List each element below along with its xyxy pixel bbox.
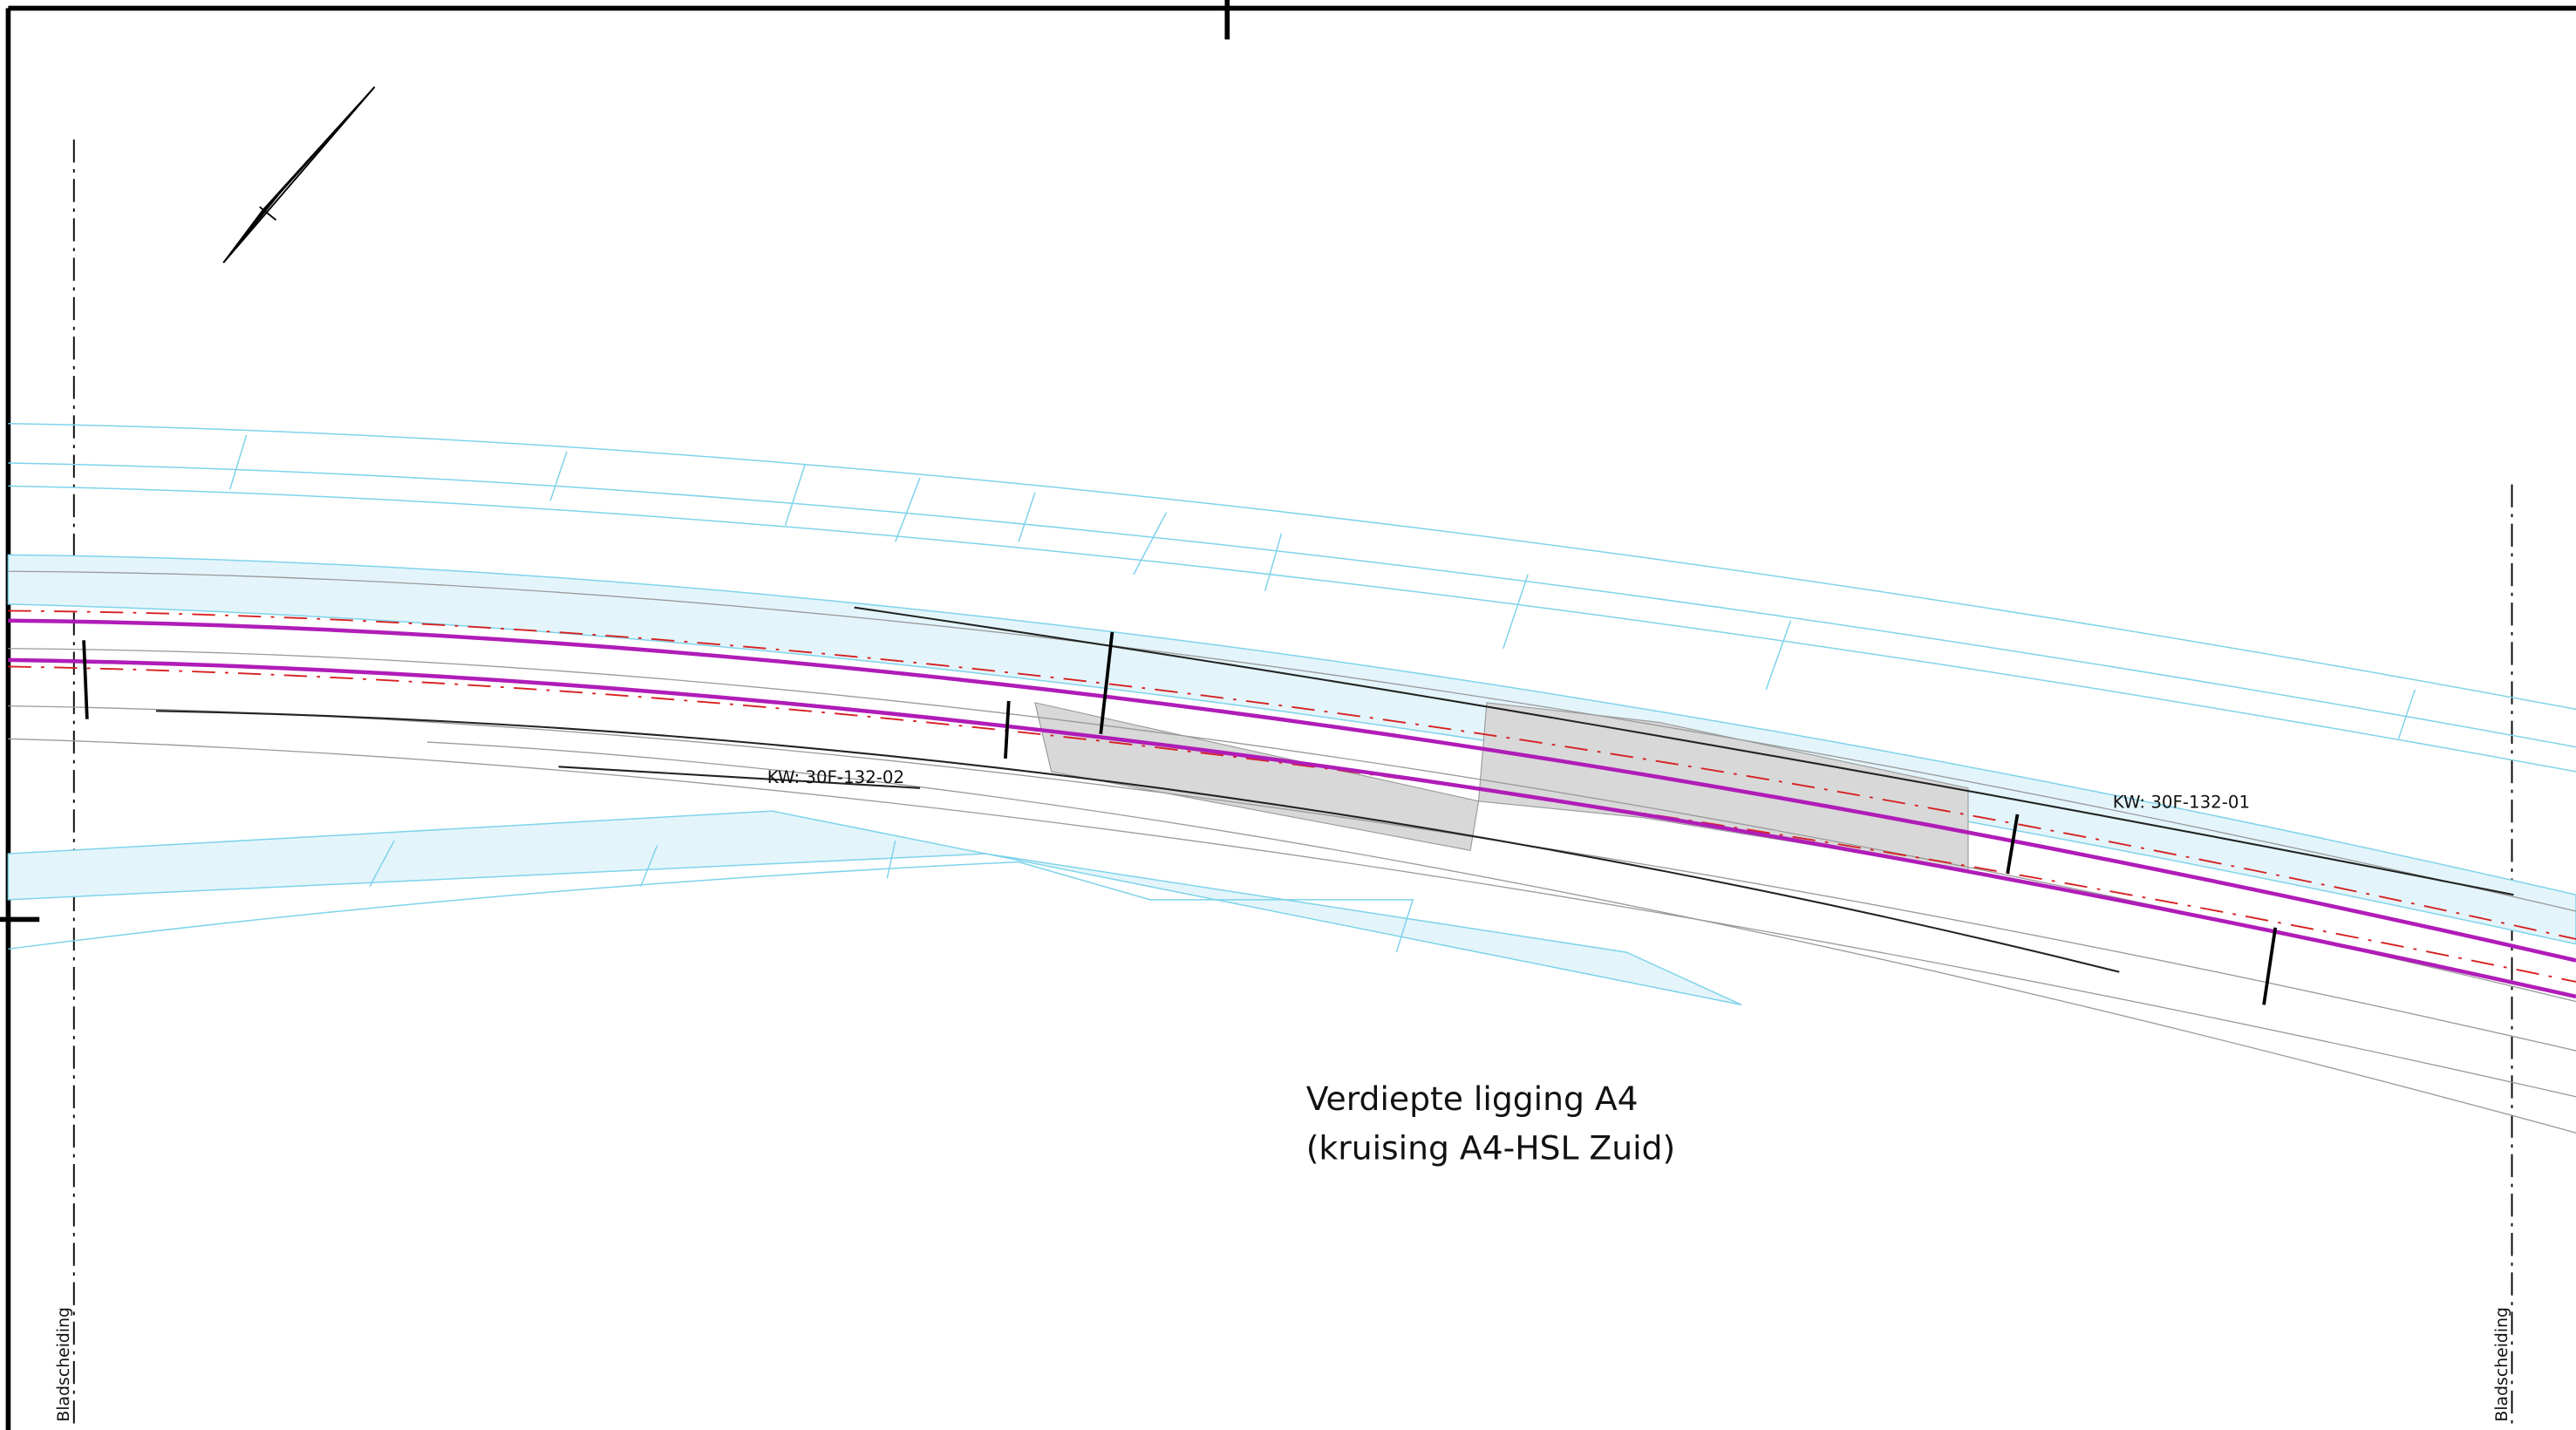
road — [8, 570, 2576, 1134]
sheet-boundary-label: Bladscheiding — [55, 1307, 73, 1422]
sheet-boundary-label: Bladscheiding — [2493, 1307, 2511, 1422]
sheet-boundaries — [72, 140, 2513, 1430]
north-arrow — [222, 86, 376, 263]
subtitle: (kruising A4-HSL Zuid) — [1306, 1128, 1675, 1167]
structure-label: KW: 30F-132-02 — [767, 767, 904, 787]
title: Verdiepte ligging A4 — [1306, 1079, 1639, 1118]
parcel-lines — [8, 423, 2576, 953]
structure-label: KW: 30F-132-01 — [2113, 792, 2250, 812]
cross-sections — [82, 631, 2278, 1005]
